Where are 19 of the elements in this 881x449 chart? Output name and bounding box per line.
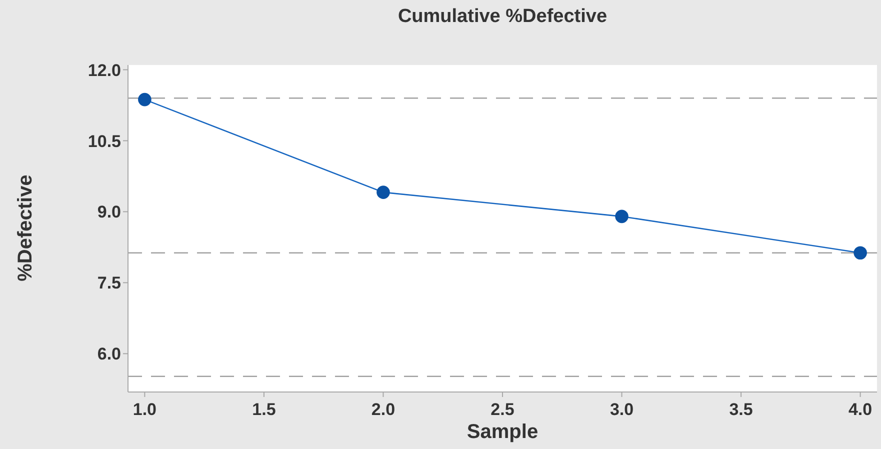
x-tick-label: 1.5 — [252, 400, 276, 420]
point — [854, 246, 867, 260]
x-tick-label: 3.5 — [729, 400, 753, 420]
chart-title: Cumulative %Defective — [396, 6, 608, 28]
point — [615, 210, 628, 224]
y-tick-label: 9.0 — [97, 202, 121, 222]
x-tick-label: 1.0 — [132, 400, 157, 420]
y-tick-label: 12.0 — [88, 60, 121, 80]
x-tick-label: 2.0 — [371, 400, 396, 420]
x-axis-title: Sample — [466, 421, 540, 444]
y-axis-title: %Defective — [14, 174, 38, 282]
x-tick-label: 2.5 — [490, 400, 514, 420]
x-tick-label: 3.0 — [610, 400, 634, 420]
y-tick-label: 10.5 — [88, 132, 121, 151]
y-tick-label: 6.0 — [97, 344, 121, 364]
y-tick-label: 7.5 — [97, 274, 121, 293]
point — [376, 186, 390, 199]
point — [138, 92, 152, 106]
x-tick-label: 4.0 — [848, 400, 872, 420]
